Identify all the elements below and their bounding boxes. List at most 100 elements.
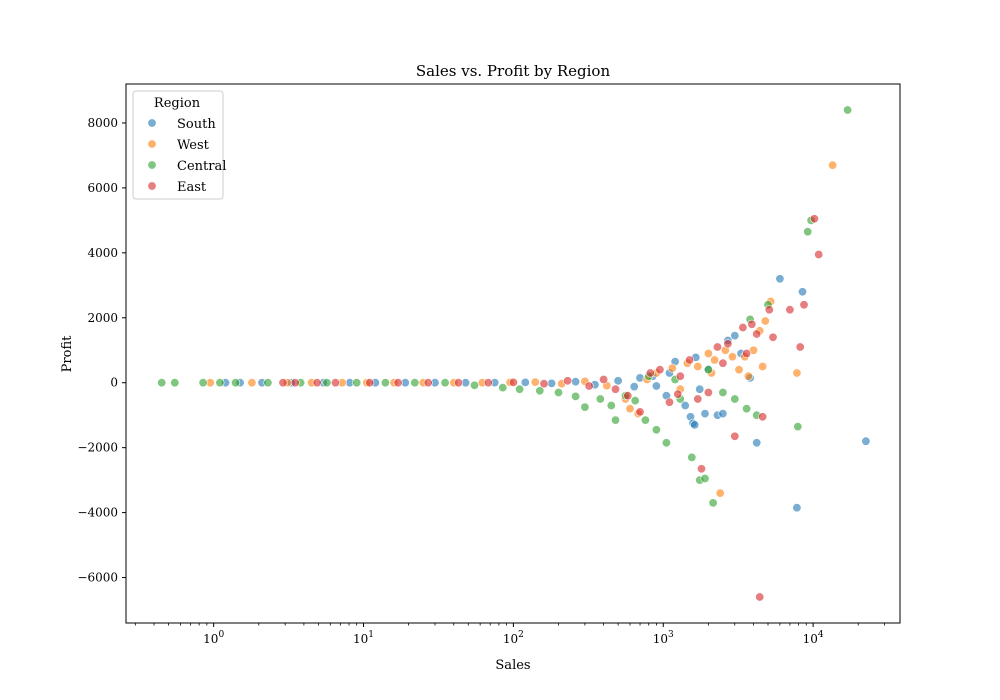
legend-marker-west [147, 139, 157, 149]
data-point-west-20 [667, 363, 677, 373]
data-point-central-11 [440, 378, 450, 388]
data-point-east-6 [423, 378, 433, 388]
data-point-south-25 [700, 409, 710, 419]
data-point-central-0 [157, 378, 167, 388]
data-point-south-41 [695, 384, 705, 394]
legend-box [132, 90, 224, 200]
data-point-east-27 [730, 431, 740, 441]
data-point-east-42 [742, 348, 752, 358]
data-point-east-22 [693, 394, 703, 404]
data-point-central-1 [170, 378, 180, 388]
data-point-east-17 [645, 368, 655, 378]
y-tick-label: 2000 [87, 311, 118, 325]
data-point-west-24 [710, 355, 720, 365]
data-point-west-32 [758, 361, 768, 371]
data-point-central-39 [803, 227, 813, 237]
data-point-east-24 [703, 387, 713, 397]
data-point-south-34 [775, 274, 785, 284]
data-point-central-15 [535, 386, 545, 396]
x-tick-label: 104 [803, 630, 824, 646]
y-tick-label: 8000 [87, 116, 118, 130]
data-point-east-0 [278, 378, 288, 388]
data-point-south-30 [730, 331, 740, 341]
data-point-central-4 [231, 378, 241, 388]
data-point-east-36 [795, 342, 805, 352]
data-point-east-3 [330, 378, 340, 388]
data-point-central-19 [595, 394, 605, 404]
data-point-east-40 [673, 389, 683, 399]
data-point-central-31 [708, 498, 718, 508]
data-point-east-16 [635, 407, 645, 417]
data-point-central-2 [198, 378, 208, 388]
data-point-east-34 [768, 332, 778, 342]
legend-label-west: West [177, 138, 210, 153]
data-point-east-37 [799, 300, 809, 310]
data-point-south-12 [547, 378, 557, 388]
data-point-central-41 [843, 105, 853, 115]
y-tick-label: 0 [110, 376, 118, 390]
data-point-central-24 [640, 415, 650, 425]
x-axis-ticks: 100 101 102 103 104 [134, 623, 886, 646]
data-point-west-1 [247, 378, 257, 388]
data-point-west-22 [693, 361, 703, 371]
data-point-central-21 [610, 415, 620, 425]
data-point-south-37 [861, 436, 871, 446]
data-point-south-11 [520, 377, 530, 387]
data-point-east-8 [483, 378, 493, 388]
x-tick-label: 102 [503, 630, 524, 646]
data-point-central-12 [469, 380, 479, 390]
points-layer [157, 105, 871, 602]
data-point-east-35 [785, 305, 795, 315]
data-point-central-30 [700, 473, 710, 483]
data-point-central-34 [742, 404, 752, 414]
data-point-east-25 [712, 342, 722, 352]
data-point-central-25 [651, 425, 661, 435]
data-point-south-36 [797, 287, 807, 297]
data-point-central-20 [606, 400, 616, 410]
legend-marker-east [147, 181, 157, 191]
data-point-east-33 [764, 305, 774, 315]
data-point-central-26 [661, 438, 671, 448]
data-point-central-8 [352, 378, 362, 388]
data-point-east-13 [599, 374, 609, 384]
y-tick-label: −6000 [77, 571, 118, 585]
x-tick-label: 100 [203, 630, 224, 646]
data-point-central-33 [730, 394, 740, 404]
data-point-east-19 [664, 397, 674, 407]
legend-marker-south [147, 118, 157, 128]
data-point-south-35 [792, 503, 802, 513]
data-point-west-25 [715, 488, 725, 498]
data-point-east-21 [685, 355, 695, 365]
data-point-central-14 [515, 384, 525, 394]
data-point-south-23 [690, 420, 700, 430]
data-point-south-16 [629, 382, 639, 392]
data-point-east-7 [453, 378, 463, 388]
data-point-west-38 [743, 371, 753, 381]
data-point-east-10 [539, 379, 549, 389]
data-point-south-15 [613, 376, 623, 386]
data-point-east-11 [563, 376, 573, 386]
plot-frame [125, 83, 901, 624]
data-point-central-38 [793, 422, 803, 432]
data-point-east-29 [747, 319, 757, 329]
data-point-south-28 [718, 409, 728, 419]
data-point-central-13 [498, 383, 508, 393]
data-point-central-7 [322, 378, 332, 388]
data-point-east-30 [752, 329, 762, 339]
data-point-west-16 [625, 404, 635, 414]
data-point-east-32 [758, 412, 768, 422]
data-point-east-20 [675, 371, 685, 381]
y-tick-label: −4000 [77, 506, 118, 520]
data-point-east-41 [718, 358, 728, 368]
x-axis-label: Sales [495, 658, 530, 673]
data-point-central-10 [410, 378, 420, 388]
data-point-south-20 [680, 400, 690, 410]
legend: Region South West Central East [132, 90, 226, 200]
data-point-east-14 [610, 384, 620, 394]
data-point-west-23 [703, 348, 713, 358]
data-point-east-18 [655, 365, 665, 375]
data-point-west-28 [734, 365, 744, 375]
data-point-central-3 [215, 378, 225, 388]
data-point-east-12 [584, 381, 594, 391]
data-point-east-39 [814, 250, 824, 260]
